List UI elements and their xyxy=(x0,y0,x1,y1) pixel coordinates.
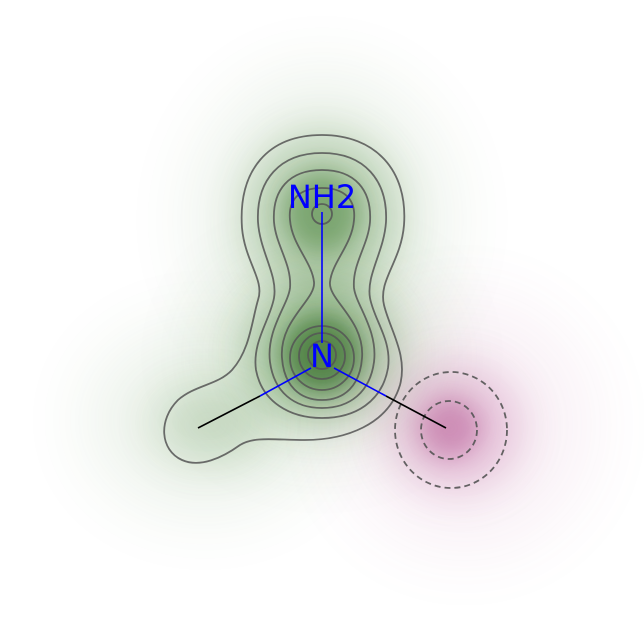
atom-labels: NH2 N xyxy=(288,178,356,375)
negative-contours xyxy=(394,371,508,489)
negative-density-field xyxy=(340,300,590,550)
negative-contour-outer xyxy=(394,371,508,489)
bond-n-c1-black xyxy=(197,395,261,429)
negative-contour-inner xyxy=(420,400,478,460)
contour-2 xyxy=(254,152,390,419)
outer-contour xyxy=(163,134,406,464)
contour-4 xyxy=(281,187,363,401)
atom-label-nh2: NH2 xyxy=(288,178,356,216)
contour-3 xyxy=(268,169,376,409)
bond-n-c2-black xyxy=(385,395,447,429)
bonds xyxy=(197,212,447,429)
atom-label-n: N xyxy=(310,337,334,375)
bond-n-c1-blue xyxy=(259,367,312,397)
bond-n-c2-blue xyxy=(333,367,387,397)
